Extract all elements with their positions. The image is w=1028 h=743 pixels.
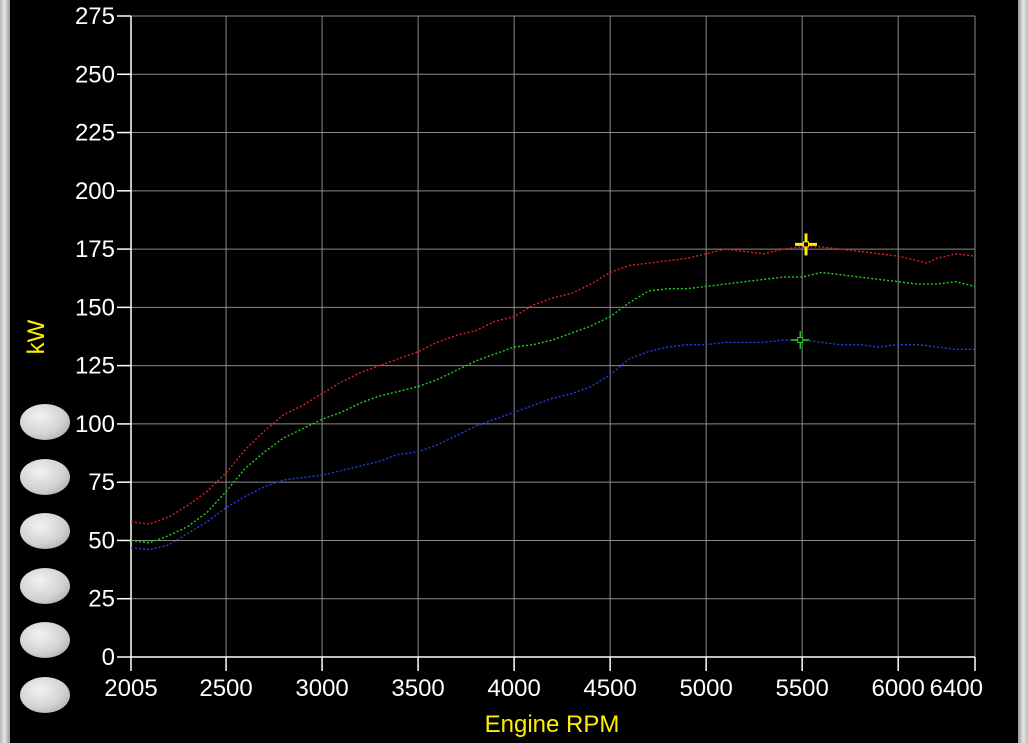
cursor-center — [797, 336, 804, 343]
cursor-center — [803, 241, 810, 248]
grid — [130, 15, 976, 658]
y-tick-label: 100 — [75, 411, 115, 438]
y-tick-label: 0 — [102, 644, 115, 671]
y-tick-label: 275 — [75, 3, 115, 30]
series-group — [130, 246, 976, 551]
series-line-2 — [130, 271, 976, 544]
x-tick-label: 6000 — [871, 675, 924, 702]
series-line-1 — [130, 246, 976, 525]
oval-button-2[interactable] — [20, 458, 70, 495]
cursor-marker-1 — [795, 233, 818, 256]
x-tick-label: 4500 — [583, 675, 636, 702]
oval-button-3[interactable] — [20, 513, 70, 549]
x-tick-label: 3500 — [391, 675, 444, 702]
y-tick-label: 225 — [75, 120, 115, 147]
x-tick-label: 6400 — [930, 675, 983, 702]
x-tick-label: 5500 — [775, 675, 828, 702]
y-tick-label: 250 — [75, 61, 115, 88]
y-tick-label: 75 — [88, 469, 115, 496]
y-tick-label: 175 — [75, 236, 115, 263]
cursor-group — [791, 233, 818, 349]
window-frame-right — [1018, 0, 1028, 743]
x-tick-label: 2005 — [104, 675, 157, 702]
x-tick-label: 4000 — [487, 675, 540, 702]
side-button-panel — [20, 404, 72, 713]
y-tick-label: 150 — [75, 294, 115, 321]
y-tick-label: 50 — [88, 527, 115, 554]
x-tick-label: 5000 — [679, 675, 732, 702]
axes: 0 25 50 75 100 125 150 175 200 225 250 275 2005 2500 3… — [75, 3, 983, 702]
y-tick-label: 200 — [75, 178, 115, 205]
y-tick-label: 25 — [88, 586, 115, 613]
cursor-marker-2 — [791, 330, 810, 349]
oval-button-1[interactable] — [20, 404, 70, 440]
oval-button-6[interactable] — [20, 676, 70, 713]
oval-button-4[interactable] — [20, 567, 70, 604]
x-tick-label: 3000 — [295, 675, 348, 702]
y-axis-title: kW — [23, 319, 50, 354]
window-frame-left — [0, 0, 10, 743]
y-tick-label: 125 — [75, 353, 115, 380]
oval-button-5[interactable] — [20, 622, 70, 658]
x-axis-title: Engine RPM — [485, 711, 620, 738]
x-tick-label: 2500 — [199, 675, 252, 702]
series-line-3 — [130, 339, 975, 551]
